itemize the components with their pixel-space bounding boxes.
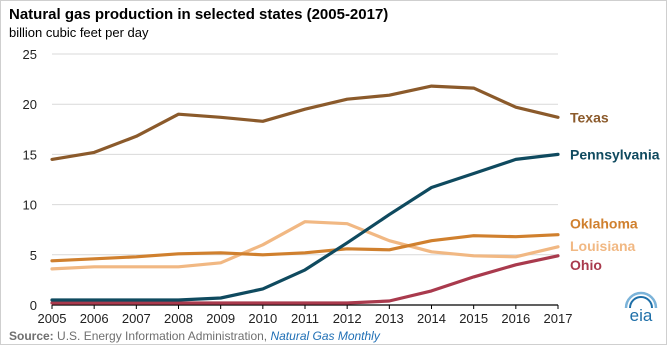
source-note: Source: U.S. Energy Information Administ… [9, 329, 380, 343]
y-tick-label: 20 [23, 97, 37, 112]
eia-logo-icon: eia [624, 291, 658, 325]
y-tick-label: 25 [23, 47, 37, 62]
series-line-texas [50, 84, 560, 161]
x-tick-label: 2007 [122, 311, 151, 326]
x-tick-label: 2012 [333, 311, 362, 326]
x-tick-label: 2013 [375, 311, 404, 326]
x-tick-label: 2016 [501, 311, 530, 326]
series-line-oklahoma [50, 233, 560, 263]
chart-title: Natural gas production in selected state… [9, 6, 389, 23]
series-label-louisiana: Louisiana [570, 238, 636, 254]
x-tick-label: 2014 [417, 311, 446, 326]
axes: 0 5 10 15 20 25 2005 2006 2007 2008 2009 2010 2011 20… [23, 47, 573, 326]
source-publication-link[interactable]: Natural Gas Monthly [270, 329, 380, 343]
series-line-ohio [50, 254, 560, 305]
x-tick-label: 2010 [248, 311, 277, 326]
source-text: U.S. Energy Information Administration, [57, 329, 268, 343]
x-tick-label: 2005 [38, 311, 67, 326]
y-tick-label: 10 [23, 198, 37, 213]
x-tick-label: 2011 [291, 311, 319, 326]
series-label-pennsylvania: Pennsylvania [570, 146, 660, 162]
series-label-oklahoma: Oklahoma [570, 216, 638, 232]
series-line-louisiana [50, 220, 560, 271]
series-line-pennsylvania [50, 152, 560, 302]
x-tick-label: 2015 [459, 311, 488, 326]
x-tick-label: 2009 [206, 311, 235, 326]
series-label-ohio: Ohio [570, 257, 602, 273]
series-label-texas: Texas [570, 109, 609, 125]
series-labels: Texas Pennsylvania Oklahoma Louisiana Ohio [570, 109, 660, 273]
source-prefix: Source: [9, 329, 54, 343]
y-tick-label: 5 [30, 248, 37, 263]
x-tick-label: 2008 [164, 311, 193, 326]
y-tick-label: 0 [30, 298, 37, 313]
x-tick-label: 2017 [544, 311, 573, 326]
series-lines [50, 84, 560, 305]
y-tick-label: 15 [23, 147, 37, 162]
gridlines [52, 53, 558, 256]
y-axis-unit-label: billion cubic feet per day [9, 25, 149, 40]
eia-logo-text: eia [630, 306, 653, 325]
x-tick-label: 2006 [80, 311, 109, 326]
